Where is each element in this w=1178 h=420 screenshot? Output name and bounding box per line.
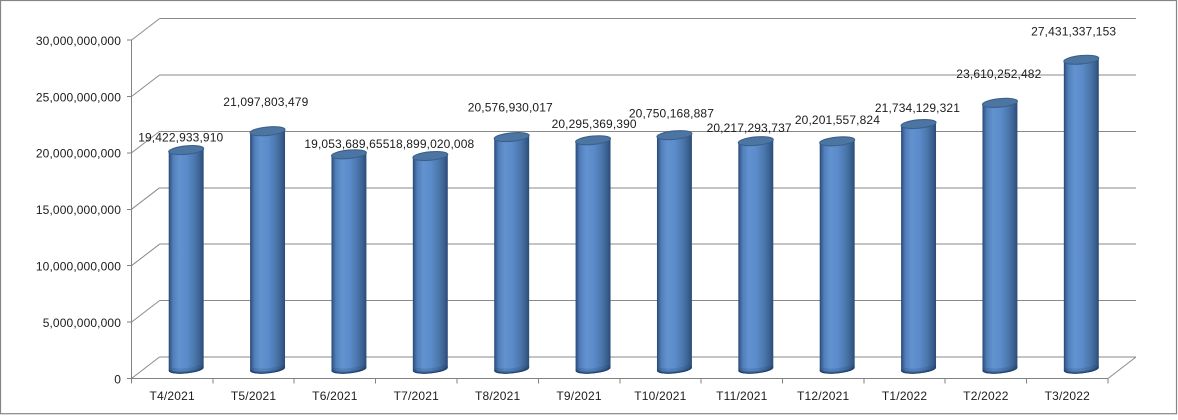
svg-text:T1/2022: T1/2022: [882, 389, 928, 403]
svg-text:T9/2021: T9/2021: [556, 389, 602, 403]
svg-text:25,000,000,000: 25,000,000,000: [36, 90, 121, 104]
svg-text:0: 0: [114, 372, 121, 386]
svg-text:T12/2021: T12/2021: [797, 389, 849, 403]
svg-text:20,000,000,000: 20,000,000,000: [36, 147, 121, 161]
svg-text:21,734,129,321: 21,734,129,321: [875, 101, 960, 115]
svg-text:20,217,293,737: 20,217,293,737: [707, 121, 792, 135]
svg-text:T11/2021: T11/2021: [716, 389, 768, 403]
svg-text:T8/2021: T8/2021: [475, 389, 521, 403]
svg-text:T10/2021: T10/2021: [634, 389, 686, 403]
svg-text:18,899,020,008: 18,899,020,008: [389, 137, 474, 151]
svg-text:20,201,557,824: 20,201,557,824: [795, 113, 880, 127]
svg-text:T3/2022: T3/2022: [1045, 389, 1091, 403]
svg-text:30,000,000,000: 30,000,000,000: [36, 34, 121, 48]
svg-text:10,000,000,000: 10,000,000,000: [36, 260, 121, 274]
svg-text:T6/2021: T6/2021: [312, 389, 358, 403]
svg-text:T5/2021: T5/2021: [231, 389, 277, 403]
svg-text:19,053,689,655: 19,053,689,655: [304, 137, 389, 151]
svg-text:T7/2021: T7/2021: [394, 389, 440, 403]
svg-text:20,295,369,390: 20,295,369,390: [552, 117, 637, 131]
svg-text:20,750,168,887: 20,750,168,887: [629, 107, 714, 121]
svg-text:20,576,930,017: 20,576,930,017: [468, 101, 553, 115]
svg-text:21,097,803,479: 21,097,803,479: [223, 95, 308, 109]
svg-text:27,431,337,153: 27,431,337,153: [1031, 25, 1116, 39]
svg-text:5,000,000,000: 5,000,000,000: [43, 316, 122, 330]
svg-text:19,422,933,910: 19,422,933,910: [138, 130, 223, 144]
svg-text:T4/2021: T4/2021: [149, 389, 195, 403]
svg-text:T2/2022: T2/2022: [963, 389, 1009, 403]
svg-text:15,000,000,000: 15,000,000,000: [36, 203, 121, 217]
svg-text:23,610,252,482: 23,610,252,482: [956, 67, 1041, 81]
